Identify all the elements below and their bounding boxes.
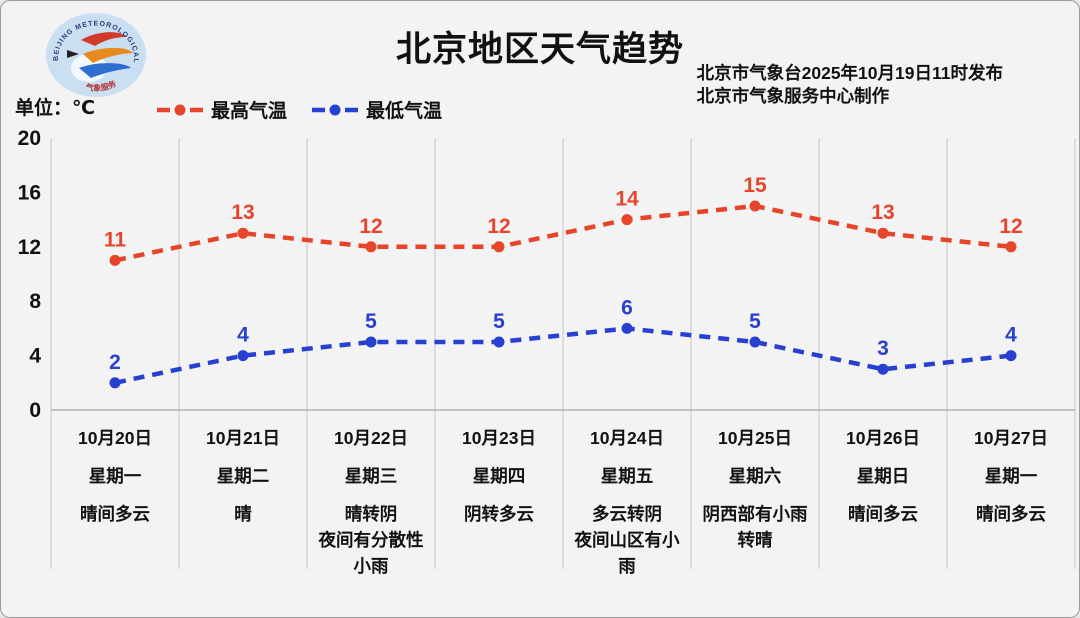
publish-info: 北京市气象台2025年10月19日11时发布 北京市气象服务中心制作 [697, 62, 1003, 108]
data-point-value-label: 14 [615, 188, 639, 211]
x-label-weather: 晴间多云 [80, 504, 150, 524]
data-point-marker [1005, 350, 1017, 362]
data-point-marker [493, 241, 505, 253]
x-label-weekday: 星期四 [473, 466, 526, 486]
data-point-marker [621, 322, 633, 334]
legend-item-min-temp: 最低气温 [311, 96, 442, 123]
publish-line-2: 北京市气象服务中心制作 [696, 86, 890, 106]
x-label-date: 10月20日 [78, 428, 152, 448]
data-point-value-label: 5 [493, 310, 505, 333]
data-point-value-label: 4 [1005, 324, 1017, 347]
data-point-value-label: 12 [999, 215, 1022, 238]
page-title: 北京地区天气趋势 [395, 30, 684, 69]
data-point-marker [237, 350, 249, 362]
x-label-weekday: 星期五 [601, 466, 654, 486]
x-label-weekday: 星期一 [89, 466, 142, 486]
x-label-weekday: 星期三 [345, 466, 398, 486]
x-label-date: 10月27日 [974, 428, 1048, 448]
max-temp-line-icon [157, 104, 203, 115]
unit-label: 单位：℃ [15, 98, 96, 119]
data-point-value-label: 12 [487, 215, 510, 238]
data-point-marker [877, 227, 889, 239]
legend-label-max-temp: 最高气温 [211, 101, 288, 122]
x-label-weather: 多云转阴 [592, 504, 662, 524]
data-point-marker [749, 200, 761, 212]
data-point-value-label: 3 [877, 337, 889, 360]
data-point-value-label: 5 [749, 310, 761, 333]
x-label-weekday: 星期二 [217, 466, 270, 486]
x-label-date: 10月23日 [462, 428, 536, 448]
y-tick-label: 20 [18, 127, 41, 150]
data-point-marker [109, 254, 121, 266]
data-point-value-label: 11 [104, 228, 127, 251]
x-label-weekday: 星期六 [729, 466, 782, 486]
data-point-marker [237, 227, 249, 239]
legend-item-max-temp: 最高气温 [156, 96, 287, 123]
x-label-weekday: 星期日 [857, 466, 910, 486]
data-point-value-label: 2 [109, 351, 121, 374]
x-label-weather: 转晴 [738, 530, 773, 550]
data-point-value-label: 12 [359, 215, 382, 238]
x-label-weather: 阴转多云 [464, 504, 534, 524]
data-point-value-label: 4 [237, 324, 249, 347]
x-label-weather: 晴间多云 [848, 504, 918, 524]
data-point-marker [493, 336, 505, 348]
x-label-weather: 小雨 [354, 556, 389, 576]
x-label-weather: 晴转阴 [345, 504, 398, 524]
data-point-marker [749, 336, 761, 348]
min-temp-line [114, 326, 1012, 386]
y-tick-label: 12 [18, 236, 41, 259]
meteorological-service-logo-icon: BEIJING METEOROLOGICAL SERVICE 气象服务 [43, 10, 146, 97]
x-label-weather: 雨 [618, 556, 636, 576]
y-tick-label: 16 [18, 181, 41, 204]
x-label-weekday: 星期一 [985, 466, 1038, 486]
data-point-marker [365, 241, 377, 253]
x-label-weather: 晴间多云 [976, 504, 1046, 524]
x-label-date: 10月25日 [718, 428, 792, 448]
x-label-weather: 晴 [234, 504, 252, 524]
data-point-marker [621, 214, 633, 226]
data-point-marker [365, 336, 377, 348]
data-point-value-label: 13 [871, 201, 894, 224]
x-label-date: 10月26日 [846, 428, 920, 448]
y-tick-label: 4 [29, 345, 41, 368]
data-point-value-label: 13 [231, 201, 254, 224]
data-point-marker [109, 377, 121, 389]
data-point-value-label: 6 [621, 296, 633, 319]
x-label-date: 10月24日 [590, 428, 664, 448]
x-label-date: 10月22日 [334, 428, 408, 448]
y-tick-label: 0 [29, 399, 41, 422]
chart-legend: 最高气温 最低气温 [156, 96, 442, 123]
x-label-weather: 夜间山区有小 [574, 530, 680, 550]
data-point-value-label: 5 [365, 310, 377, 333]
y-tick-label: 8 [29, 290, 41, 313]
min-temp-line-icon [312, 104, 359, 115]
x-label-date: 10月21日 [206, 428, 280, 448]
data-point-marker [877, 363, 889, 375]
x-label-weather: 阴西部有小雨 [703, 504, 808, 524]
publish-line-1: 北京市气象台2025年10月19日11时发布 [696, 63, 1003, 83]
data-point-value-label: 15 [743, 174, 767, 197]
data-point-marker [1005, 241, 1017, 253]
max-temp-line [114, 203, 1012, 263]
x-label-weather: 夜间有分散性 [318, 530, 424, 550]
legend-label-min-temp: 最低气温 [366, 101, 443, 122]
